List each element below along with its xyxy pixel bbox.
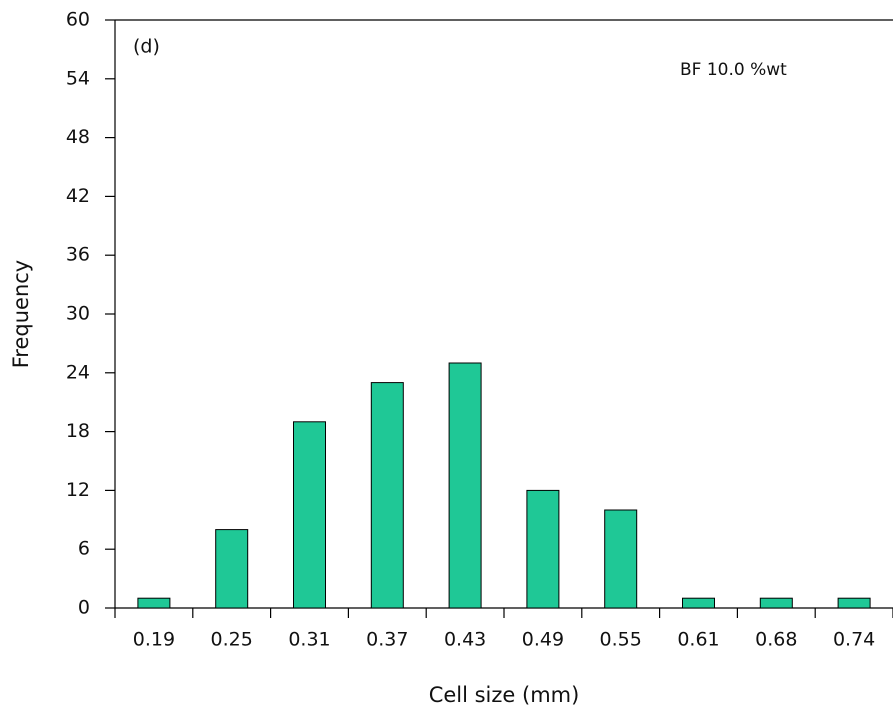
chart: Frequency Cell size (mm) (d) BF 10.0 %wt… [0, 0, 893, 724]
y-tick-label: 42 [66, 185, 90, 207]
y-tick-label: 12 [66, 479, 90, 501]
bar [527, 490, 559, 608]
y-tick-label: 6 [78, 538, 90, 560]
y-tick-label: 54 [66, 67, 90, 89]
y-tick-label: 18 [66, 420, 90, 442]
x-tick-label: 0.61 [677, 629, 719, 651]
x-axis-title: Cell size (mm) [429, 683, 580, 707]
y-tick-label: 0 [78, 597, 90, 619]
bar [371, 383, 403, 608]
x-tick-label: 0.43 [444, 629, 486, 651]
y-tick-label: 24 [66, 361, 90, 383]
x-tick-label: 0.68 [755, 629, 797, 651]
bar [605, 510, 637, 608]
x-tick-label: 0.19 [133, 629, 175, 651]
x-tick-label: 0.31 [288, 629, 330, 651]
y-axis-title: Frequency [9, 260, 33, 369]
bar [760, 598, 792, 608]
x-tick-label: 0.25 [211, 629, 253, 651]
bar [216, 530, 248, 608]
bar [683, 598, 715, 608]
x-tick-label: 0.37 [366, 629, 408, 651]
bar [294, 422, 326, 608]
annotation: BF 10.0 %wt [680, 60, 787, 80]
x-tick-label: 0.55 [600, 629, 642, 651]
bar [138, 598, 170, 608]
bar [838, 598, 870, 608]
y-tick-label: 36 [66, 244, 90, 266]
y-tick-label: 60 [66, 9, 90, 31]
x-tick-label: 0.49 [522, 629, 564, 651]
bar [449, 363, 481, 608]
y-tick-label: 48 [66, 126, 90, 148]
y-tick-label: 30 [66, 303, 90, 325]
panel-label: (d) [133, 36, 160, 58]
x-tick-label: 0.74 [833, 629, 875, 651]
